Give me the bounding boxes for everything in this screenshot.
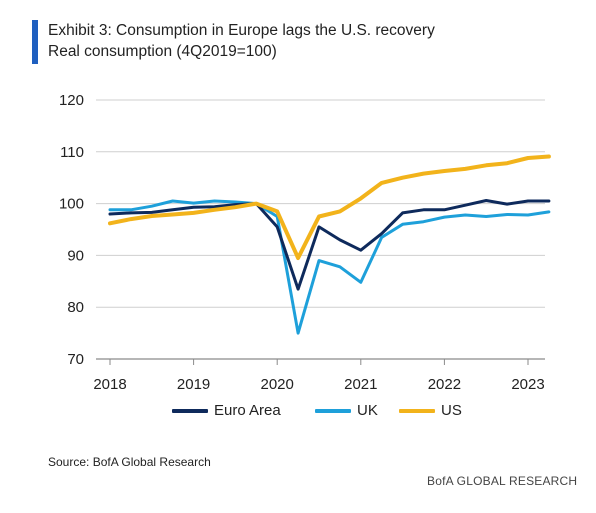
y-tick-label: 70 — [67, 351, 84, 368]
series-lines — [108, 154, 551, 335]
legend-item-us: US — [399, 402, 462, 419]
x-tick-label: 2018 — [93, 376, 126, 393]
x-tick-label: 2022 — [428, 376, 461, 393]
legend-label: US — [441, 402, 462, 419]
legend-swatch — [172, 408, 208, 413]
legend-label: UK — [357, 402, 378, 419]
series-line-uk — [108, 199, 551, 335]
legend-label: Euro Area — [214, 402, 281, 419]
series-line-euro-area — [108, 199, 551, 291]
chart-title: Exhibit 3: Consumption in Europe lags th… — [48, 22, 435, 39]
chart-subtitle: Real consumption (4Q2019=100) — [48, 43, 277, 60]
y-tick-label: 90 — [67, 247, 84, 264]
legend-swatch — [315, 408, 351, 413]
series-line-us — [108, 154, 551, 260]
legend-item-uk: UK — [315, 402, 378, 419]
legend-swatch — [399, 408, 435, 413]
x-tick-label: 2023 — [511, 376, 544, 393]
brand-label: BofA GLOBAL RESEARCH — [427, 474, 578, 488]
y-tick-label: 80 — [67, 299, 84, 316]
title-accent-bar — [32, 20, 38, 64]
x-tick-label: 2019 — [177, 376, 210, 393]
legend-item-euro-area: Euro Area — [172, 402, 281, 419]
y-tick-label: 110 — [60, 144, 84, 161]
x-tick-label: 2021 — [344, 376, 377, 393]
y-tick-label: 100 — [59, 196, 84, 213]
line-chart: 70 80 90 100 110 120 2018 2019 2020 2021 2022 2023 — [59, 92, 551, 393]
y-tick-label: 120 — [59, 92, 84, 109]
y-axis: 70 80 90 100 110 120 — [59, 92, 84, 368]
grid-lines — [96, 99, 545, 360]
source-note: Source: BofA Global Research — [48, 455, 211, 469]
x-tick-label: 2020 — [261, 376, 294, 393]
x-axis: 2018 2019 2020 2021 2022 2023 — [93, 359, 545, 393]
chart-legend: Euro Area UK US — [0, 400, 596, 424]
